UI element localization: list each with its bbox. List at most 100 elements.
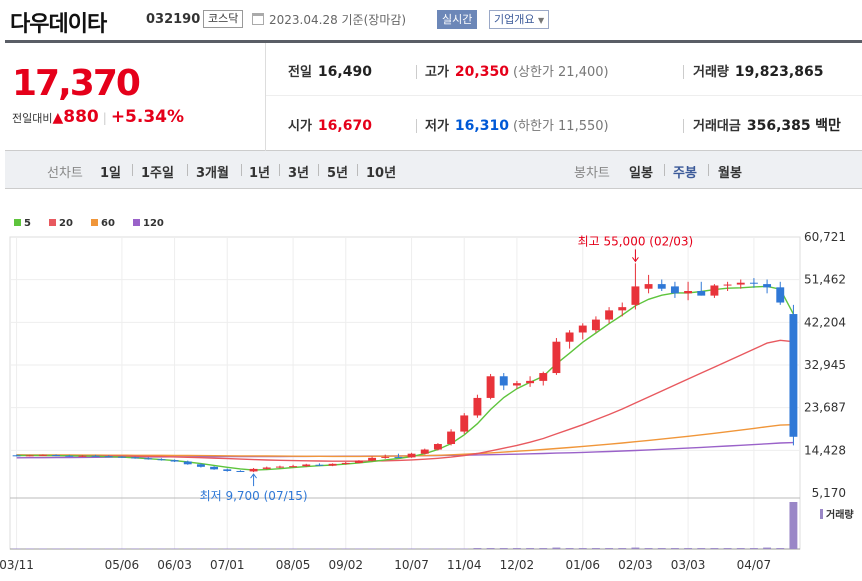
realtime-button[interactable]: 실시간 — [437, 10, 478, 29]
candle — [684, 281, 693, 301]
candle — [407, 452, 416, 458]
ma5-line — [16, 285, 795, 471]
candle-body — [394, 456, 403, 458]
legend-swatch-120 — [133, 219, 140, 226]
range-3y-button[interactable]: 3년 — [288, 166, 310, 181]
candle-body — [117, 456, 126, 458]
candle-body — [723, 284, 732, 286]
candle — [552, 338, 561, 375]
candle-body — [697, 291, 706, 296]
quote-date: 2023.04.28 기준(장마감) — [269, 13, 407, 27]
candle — [117, 455, 126, 458]
candle — [144, 457, 153, 460]
x-tick-label: 06/03 — [157, 558, 192, 572]
range-3m-button[interactable]: 3개월 — [196, 166, 229, 181]
x-tick-label: 03/03 — [671, 558, 706, 572]
range-10y-button[interactable]: 10년 — [366, 166, 397, 181]
candle-body — [473, 397, 482, 416]
candle — [605, 307, 614, 324]
y-tick-label: 23,687 — [804, 401, 846, 415]
company-overview-dropdown[interactable]: 기업개요 ▼ — [489, 10, 550, 29]
candle — [289, 464, 298, 468]
volume-bar — [749, 548, 758, 549]
candle — [25, 454, 34, 457]
candle-body — [65, 455, 74, 457]
candle-body — [749, 282, 758, 284]
candle-weekly-button[interactable]: 주봉 — [673, 166, 697, 181]
candle — [657, 279, 666, 292]
candle-body — [223, 469, 232, 471]
candle — [460, 413, 469, 434]
candle — [381, 454, 390, 459]
volume-bar — [605, 548, 614, 549]
candle-body — [104, 456, 113, 458]
x-tick-label: 03/11 — [0, 558, 34, 572]
range-1y-button[interactable]: 1년 — [249, 166, 271, 181]
candlesticks — [12, 263, 798, 473]
candle-daily-button[interactable]: 일봉 — [629, 166, 653, 181]
stat-amount-value: 356,385 — [746, 118, 811, 134]
calendar-icon — [252, 13, 264, 25]
price-chart: 5 20 60 120 최고 55,000 (02/03) 최저 9,700 (07/1… — [0, 218, 854, 572]
candle — [447, 429, 456, 446]
change-percent: +5.34% — [110, 107, 185, 127]
candle-body — [236, 470, 245, 472]
market-badge: 코스닥 — [203, 10, 244, 28]
candle-body — [144, 458, 153, 460]
low-arrow-head — [250, 473, 257, 479]
price-change: 전일대비▲880 | +5.34% — [12, 107, 184, 127]
stat-lower-limit: (하한가 11,550) — [512, 119, 609, 134]
candle-body — [539, 373, 548, 381]
candle-body — [78, 455, 87, 457]
candle — [736, 279, 745, 289]
toolbar-separator — [132, 164, 133, 176]
candle-body — [433, 444, 442, 450]
moving-averages — [16, 285, 795, 471]
candle — [223, 468, 232, 472]
stat-open-value: 16,670 — [317, 118, 372, 134]
y-axis: 5,170 14,428 23,687 32,945 42,204 51,462 60,72… — [804, 230, 846, 500]
stat-amount-unit: 백만 — [815, 118, 841, 134]
candle-body — [776, 287, 785, 303]
candle — [539, 371, 548, 386]
header-divider — [5, 40, 862, 43]
candle — [91, 454, 100, 457]
candle-body — [736, 282, 745, 285]
candle — [776, 281, 785, 305]
volume-bar — [578, 548, 587, 549]
candle — [763, 279, 772, 294]
legend-label-20: 20 — [59, 218, 73, 229]
range-1d-button[interactable]: 1일 — [100, 166, 122, 181]
candle — [78, 455, 87, 457]
candle-body — [526, 380, 535, 384]
candle — [789, 304, 798, 446]
candle-body — [210, 466, 219, 470]
candle — [578, 323, 587, 340]
candle-body — [170, 460, 179, 462]
candle-body — [486, 376, 495, 398]
volume-bar — [670, 548, 679, 549]
x-tick-label: 12/02 — [500, 558, 535, 572]
volume-bar — [618, 548, 627, 549]
volume-bar — [644, 548, 653, 549]
stat-volume: 거래량 19,823,865 — [693, 61, 823, 80]
range-1w-button[interactable]: 1주일 — [141, 166, 174, 181]
range-5y-button[interactable]: 5년 — [327, 166, 349, 181]
stat-low-value: 16,310 — [454, 118, 509, 134]
candle-monthly-button[interactable]: 월봉 — [718, 166, 742, 181]
line-chart-label: 선차트 — [47, 166, 83, 181]
candle-body — [249, 468, 258, 472]
company-overview-label: 기업개요 — [494, 13, 535, 26]
x-axis: 03/11 05/06 06/03 07/01 08/05 09/02 10/07 11/04… — [0, 558, 771, 572]
stat-amount: 거래대금 356,385 백만 — [693, 115, 841, 135]
stat-high-label: 고가 — [425, 65, 449, 80]
candle-body — [565, 332, 574, 342]
y-tick-label: 51,462 — [804, 273, 846, 287]
stat-separator — [416, 65, 417, 79]
x-tick-label: 01/06 — [565, 558, 600, 572]
volume-bar — [552, 547, 561, 549]
y-tick-label: 5,170 — [812, 486, 846, 500]
candle-body — [381, 456, 390, 458]
candle-body — [407, 453, 416, 458]
volume-legend-swatch — [820, 509, 823, 519]
